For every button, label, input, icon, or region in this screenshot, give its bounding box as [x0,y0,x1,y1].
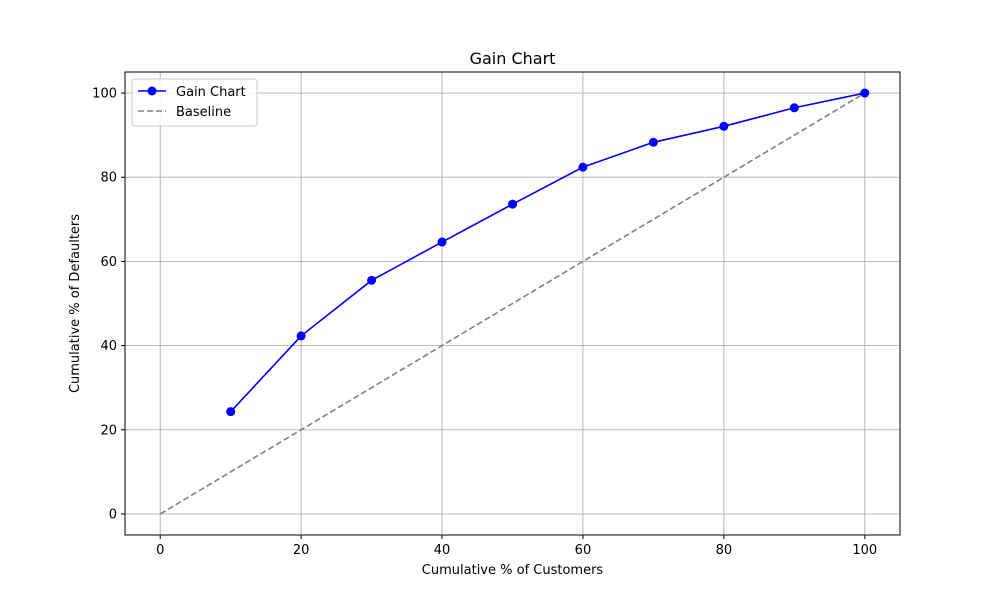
legend: Gain Chart Baseline [131,78,258,127]
plot-frame [124,71,901,536]
x-tick-label: 80 [716,543,733,558]
data-point-gain-chart [508,199,517,209]
series-line-baseline [159,92,866,515]
y-tick-label: 40 [100,339,117,354]
y-axis-label: Cumulative % of Defaulters [68,214,83,393]
legend-label-gain-chart: Gain Chart [176,85,246,100]
data-point-gain-chart [226,407,236,417]
y-axis: 0 20 40 60 80 100 [92,87,125,522]
y-tick-label: 80 [100,171,117,186]
data-point-gain-chart [437,237,447,247]
x-tick-label: 60 [575,543,592,558]
data-point-gain-chart [296,331,306,341]
x-axis-label: Cumulative % of Customers [422,563,604,578]
legend-label-baseline: Baseline [176,105,231,120]
x-tick-label: 100 [852,543,877,558]
data-point-gain-chart [860,88,870,98]
series-layer [159,88,870,515]
x-tick-label: 20 [293,543,310,558]
y-tick-label: 20 [100,423,117,438]
chart-title: Gain Chart [470,49,556,68]
y-tick-label: 0 [109,507,117,522]
x-tick-label: 40 [434,543,451,558]
y-tick-label: 100 [92,87,117,102]
data-point-gain-chart [789,103,799,113]
y-tick-label: 60 [100,255,117,270]
data-point-gain-chart [578,162,588,172]
legend-marker-gain-chart [147,86,157,96]
x-axis: 0 20 40 60 80 100 [156,535,877,558]
grid-lines [125,72,900,535]
data-point-gain-chart [719,121,729,131]
data-point-gain-chart [367,275,377,285]
x-tick-label: 0 [156,543,164,558]
series-line-gain-chart [230,92,865,413]
data-point-gain-chart [648,137,658,147]
